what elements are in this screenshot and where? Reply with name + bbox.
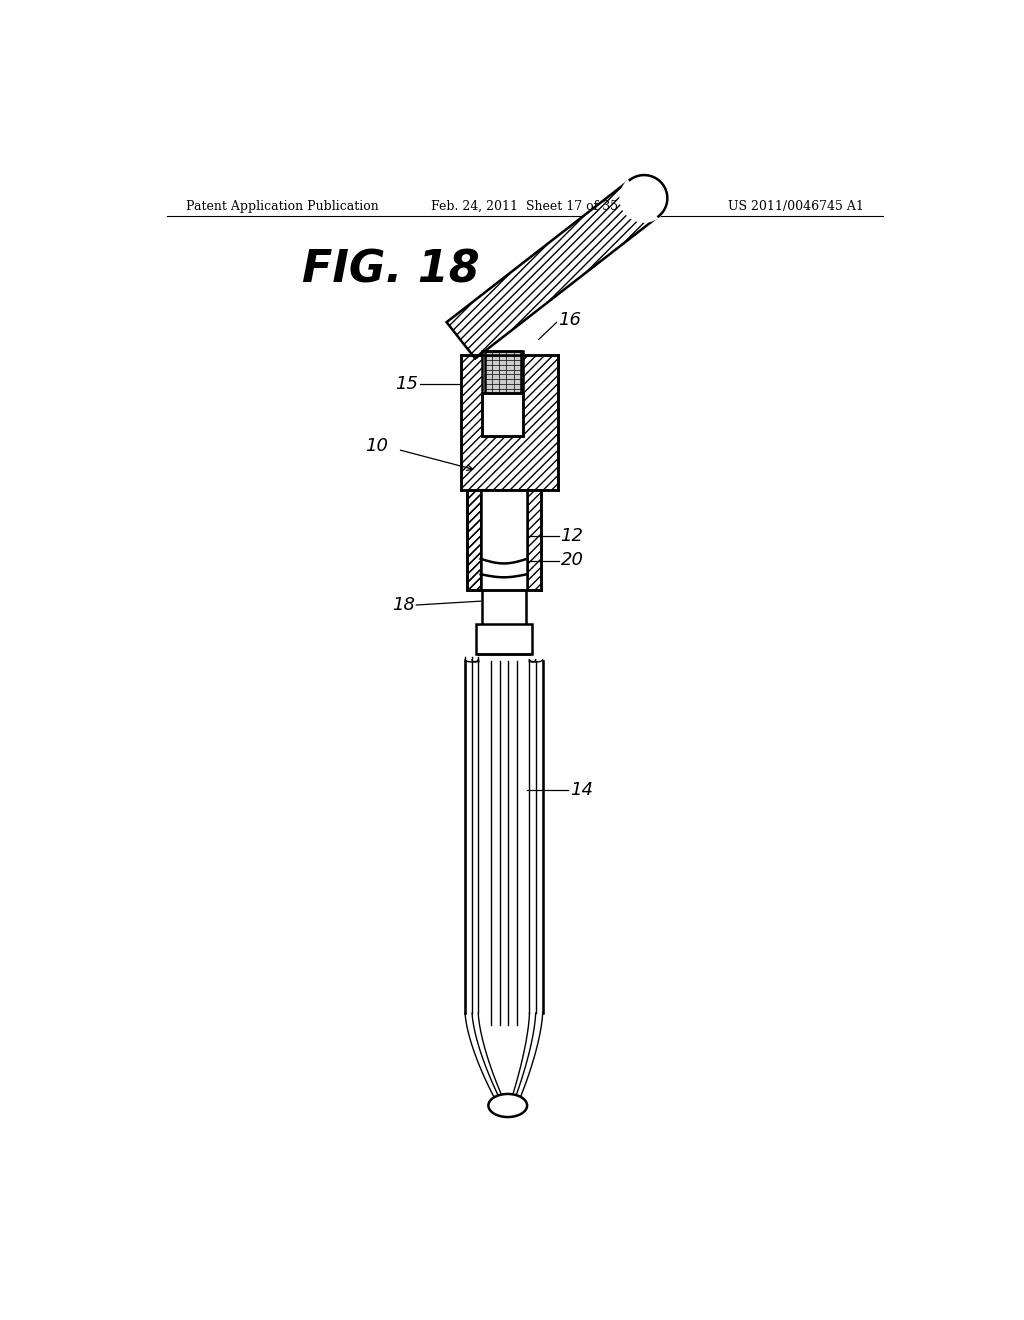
Bar <box>476 624 531 653</box>
Bar <box>484 351 521 393</box>
Bar <box>527 490 541 590</box>
Bar <box>482 393 523 436</box>
Text: 10: 10 <box>365 437 388 454</box>
Text: 20: 20 <box>560 552 584 569</box>
Bar <box>461 355 558 490</box>
Bar <box>467 490 480 590</box>
Bar <box>482 351 523 436</box>
Bar <box>484 351 521 393</box>
Bar <box>461 355 558 490</box>
Text: 14: 14 <box>569 781 593 799</box>
Text: 18: 18 <box>392 597 415 614</box>
Text: 15: 15 <box>395 375 419 393</box>
Text: FIG. 18: FIG. 18 <box>302 248 480 292</box>
Text: 16: 16 <box>558 312 582 329</box>
Text: 12: 12 <box>560 527 584 545</box>
Text: Patent Application Publication: Patent Application Publication <box>186 199 379 213</box>
Bar <box>467 490 480 590</box>
Bar <box>482 351 523 436</box>
Polygon shape <box>446 180 658 359</box>
Polygon shape <box>465 653 543 1106</box>
Bar <box>467 490 480 590</box>
Text: US 2011/0046745 A1: US 2011/0046745 A1 <box>728 199 864 213</box>
Bar <box>480 490 527 590</box>
Ellipse shape <box>620 173 669 223</box>
Polygon shape <box>630 176 668 216</box>
Ellipse shape <box>488 1094 527 1117</box>
Bar <box>482 590 525 640</box>
Text: Feb. 24, 2011  Sheet 17 of 35: Feb. 24, 2011 Sheet 17 of 35 <box>431 199 618 213</box>
Bar <box>527 490 541 590</box>
